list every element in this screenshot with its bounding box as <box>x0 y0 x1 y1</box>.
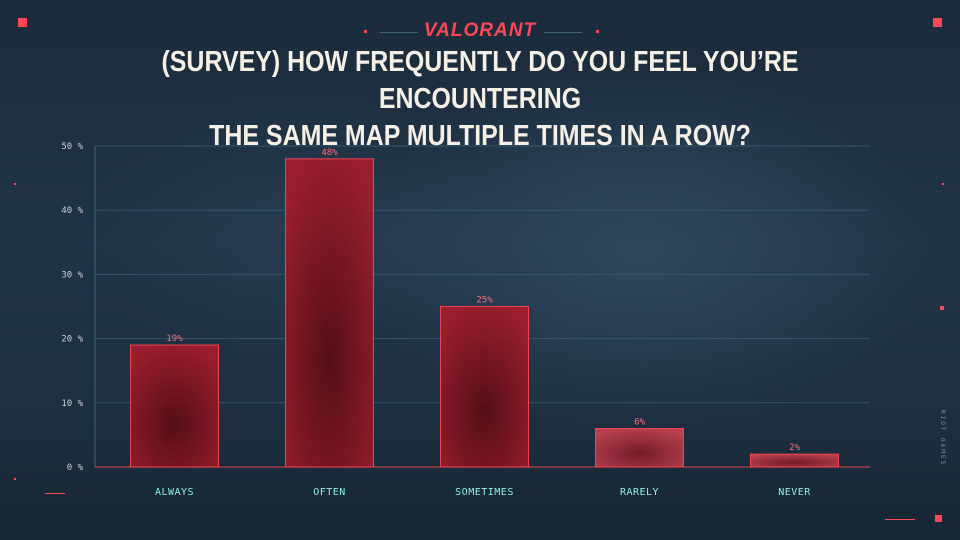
logo-rule-left <box>380 32 418 33</box>
y-tick-label: 0 % <box>67 463 84 473</box>
bar-layer <box>130 158 839 468</box>
bar-never <box>750 453 839 468</box>
logo-dot-right <box>596 30 599 33</box>
riot-games-brand: RIOT GAMES <box>939 410 946 467</box>
side-dot-left <box>14 183 16 185</box>
y-tick-label: 20 % <box>61 335 83 345</box>
corner-dash-bottom-right <box>885 519 915 520</box>
data-label-always: 19% <box>166 334 183 344</box>
bar-sometimes <box>440 306 529 468</box>
data-label-never: 2% <box>789 443 800 453</box>
corner-mark-bottom-right <box>935 515 942 522</box>
chart-title-line-2: THE SAME MAP MULTIPLE TIMES IN A ROW? <box>209 120 751 152</box>
x-tick-label-sometimes: SOMETIMES <box>455 487 514 498</box>
y-tick-label: 50 % <box>61 142 83 152</box>
y-tick-label: 30 % <box>61 270 83 280</box>
data-label-often: 48% <box>321 148 338 158</box>
valorant-logo: VALORANT <box>423 20 537 41</box>
chart-title: (SURVEY) HOW FREQUENTLY DO YOU FEEL YOU’… <box>102 44 859 155</box>
label-layer: 0 % 10 % 20 % 30 % 40 % 50 % 19% ALWAYS 48% OFTEN… <box>61 142 811 498</box>
logo-rule-right <box>544 32 582 33</box>
x-tick-label-rarely: RARELY <box>620 487 659 498</box>
x-tick-label-always: ALWAYS <box>155 487 194 498</box>
y-tick-label: 10 % <box>61 399 83 409</box>
bar-always <box>130 344 219 468</box>
side-dot-right <box>942 183 944 185</box>
chart-title-line-1: (SURVEY) HOW FREQUENTLY DO YOU FEEL YOU’… <box>161 46 799 115</box>
corner-dash-bottom-left <box>45 493 65 494</box>
data-label-sometimes: 25% <box>476 296 493 306</box>
bar-rarely <box>595 427 684 468</box>
corner-mark-top-left <box>18 18 27 27</box>
data-label-rarely: 6% <box>634 417 645 427</box>
side-dot-left-2 <box>14 478 16 480</box>
y-tick-label: 40 % <box>61 206 83 216</box>
side-dot-right-2 <box>940 306 944 310</box>
x-tick-label-often: OFTEN <box>313 487 346 498</box>
corner-mark-top-right <box>933 18 942 27</box>
x-tick-label-never: NEVER <box>778 487 811 498</box>
bar-often <box>285 158 374 468</box>
logo-dot-left <box>364 30 367 33</box>
